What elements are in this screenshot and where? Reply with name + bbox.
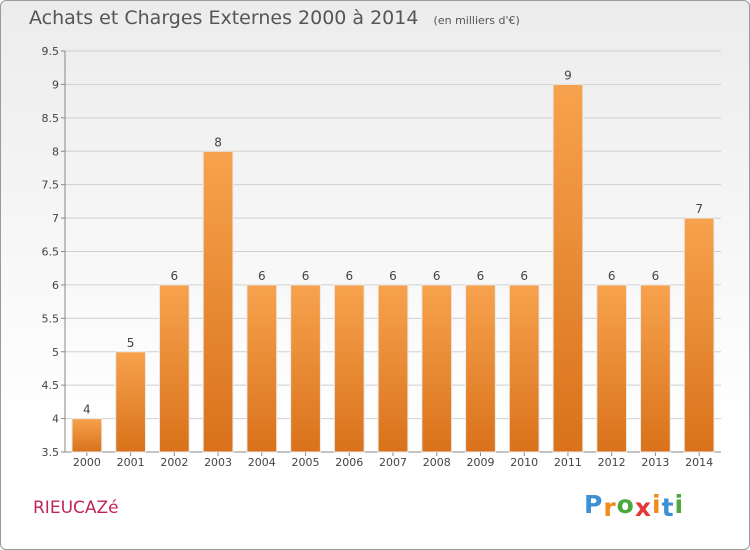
- bar-2000: [71, 418, 103, 453]
- y-tick-label: 8.5: [42, 112, 60, 125]
- bar-2001: [115, 351, 146, 453]
- data-label: 6: [171, 269, 179, 283]
- y-tick-label: 5: [52, 346, 59, 359]
- data-label: 6: [477, 269, 485, 283]
- y-tick-label: 8: [52, 145, 59, 158]
- data-labels: 4 5 6 8 6 6 6 6 6 6 6 9 6 6 7: [83, 68, 703, 416]
- x-tick-label: 2009: [466, 456, 494, 469]
- bar-2003: [202, 150, 234, 453]
- x-tick-label: 2002: [160, 456, 188, 469]
- data-label: 6: [302, 269, 310, 283]
- x-tick-label: 2013: [641, 456, 669, 469]
- bar-2009: [465, 284, 496, 453]
- chart-title: Achats et Charges Externes 2000 à 2014: [29, 7, 419, 29]
- x-tick-label: 2014: [685, 456, 713, 469]
- y-tick-label: 5.5: [42, 312, 60, 325]
- y-tick-label: 3.5: [42, 446, 60, 459]
- logo-letter: o: [616, 490, 635, 519]
- bar-2006: [333, 284, 365, 453]
- x-tick-label: 2007: [379, 456, 407, 469]
- x-tick-label: 2006: [335, 456, 363, 469]
- data-label: 6: [258, 269, 266, 283]
- data-label: 7: [695, 202, 703, 216]
- bar-2011: [552, 83, 584, 453]
- x-tick-label: 2008: [423, 456, 451, 469]
- x-tick-labels: 2000 2001 2002 2003 2004 2005 2006 2007 2008 2009…: [73, 456, 713, 469]
- y-tick-label: 7: [52, 212, 59, 225]
- bar-2004: [246, 284, 278, 453]
- x-tick-label: 2003: [204, 456, 232, 469]
- data-label: 6: [433, 269, 441, 283]
- bar-2012: [596, 284, 628, 453]
- y-tick-labels: 3.5 4 4.5 5 5.5 6 6.5 7 7.5 8 8.5 9 9.5: [42, 45, 60, 459]
- data-label: 4: [83, 403, 91, 417]
- x-tick-label: 2010: [510, 456, 538, 469]
- x-tick-label: 2001: [117, 456, 145, 469]
- x-tick-label: 2005: [292, 456, 320, 469]
- chart-title-block: Achats et Charges Externes 2000 à 2014 (…: [29, 7, 520, 29]
- bar-2008: [421, 284, 453, 453]
- logo-letter: i: [674, 490, 685, 519]
- data-label: 9: [564, 68, 572, 82]
- y-tick-label: 7.5: [42, 179, 60, 192]
- y-tick-label: 9: [52, 78, 59, 91]
- y-tick-label: 6.5: [42, 246, 60, 259]
- y-tick-label: 9.5: [42, 45, 60, 58]
- bar-2002: [158, 284, 190, 453]
- chart-unit: (en milliers d'€): [433, 14, 520, 27]
- x-tick-label: 2011: [554, 456, 582, 469]
- data-label: 6: [389, 269, 397, 283]
- logo-letter: t: [661, 493, 675, 522]
- data-label: 5: [127, 336, 135, 350]
- logo-letter: x: [634, 493, 652, 522]
- y-tick-label: 4.5: [42, 379, 60, 392]
- bar-2005: [290, 284, 321, 453]
- data-label: 8: [214, 135, 222, 149]
- data-label: 6: [608, 269, 616, 283]
- y-tick-label: 6: [52, 279, 59, 292]
- x-tick-label: 2012: [598, 456, 626, 469]
- place-name: RIEUCAZé: [33, 498, 119, 518]
- logo-letter: P: [584, 490, 604, 519]
- bar-2014: [683, 217, 715, 453]
- data-label: 6: [652, 269, 660, 283]
- y-tick-label: 4: [52, 413, 59, 426]
- bar-2013: [640, 284, 671, 453]
- bars: [71, 83, 715, 453]
- data-label: 6: [345, 269, 353, 283]
- logo-letter: r: [603, 493, 617, 522]
- x-tick-label: 2000: [73, 456, 101, 469]
- x-tick-label: 2004: [248, 456, 276, 469]
- logo-letter: i: [652, 490, 662, 519]
- proxiti-logo[interactable]: Proxiti: [584, 490, 685, 522]
- data-label: 6: [520, 269, 528, 283]
- bar-2010: [508, 284, 540, 453]
- bar-2007: [377, 284, 409, 453]
